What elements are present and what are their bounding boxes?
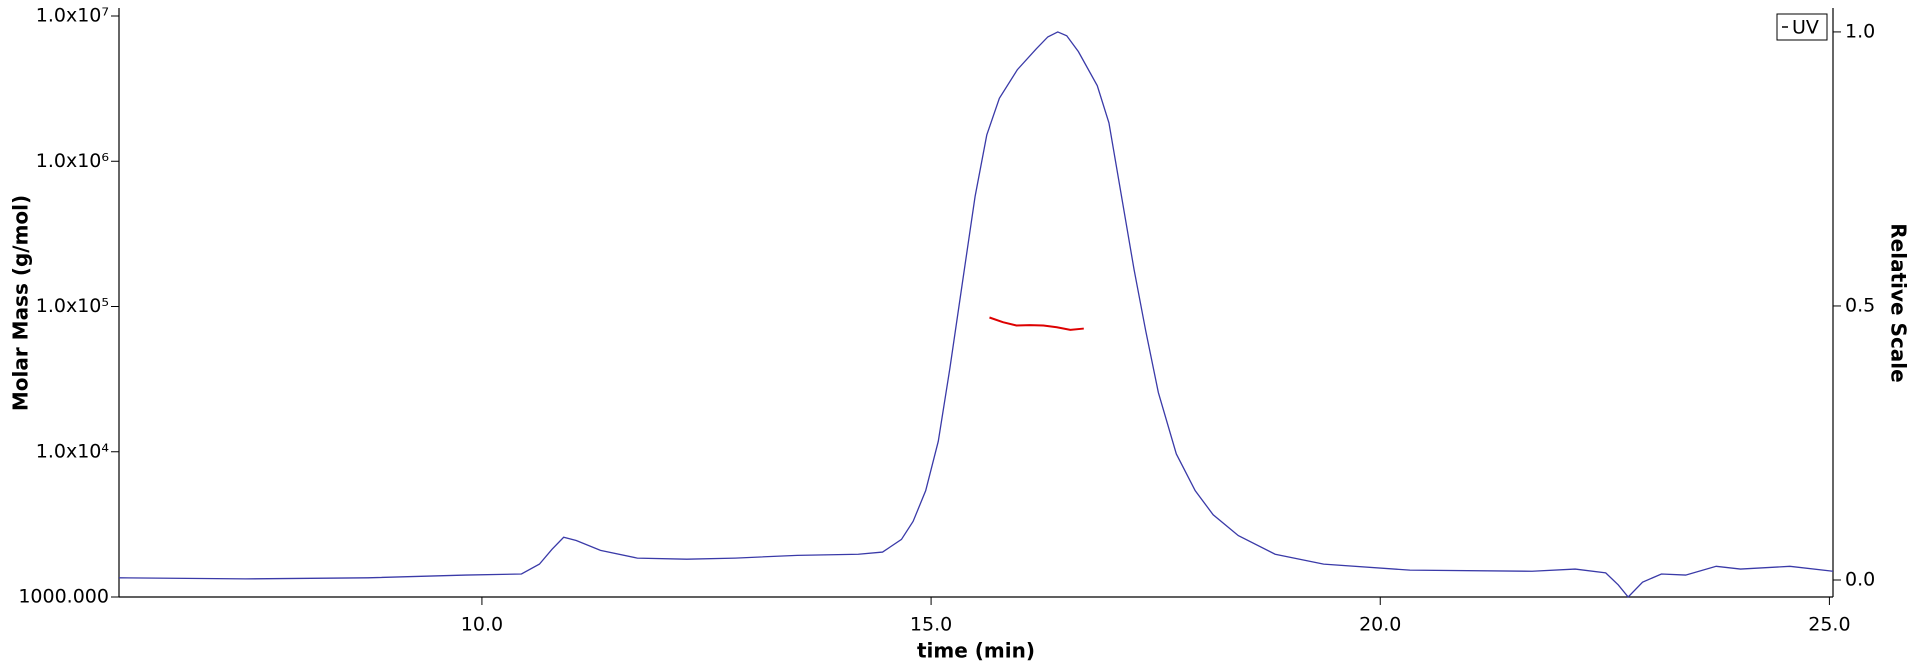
y2-tick-label: 1.0 [1845, 20, 1875, 42]
x-tick-label: 10.0 [461, 614, 503, 636]
y2-tick-label: 0.5 [1845, 294, 1875, 316]
y-tick-label: 1.0x10⁵ [36, 295, 109, 317]
x-tick-label: 15.0 [910, 614, 952, 636]
y2-tick-label: 0.0 [1845, 569, 1875, 591]
y2-axis-title: Relative Scale [1887, 223, 1911, 382]
x-tick-label: 20.0 [1359, 614, 1401, 636]
y-tick-label: 1.0x10⁴ [36, 440, 110, 462]
legend-label: UV [1792, 17, 1819, 39]
y-tick-label: 1.0x10⁷ [36, 5, 109, 27]
y-tick-label: 1.0x10⁶ [36, 150, 109, 172]
series-line [989, 316, 1084, 331]
x-axis-title: time (min) [917, 639, 1035, 663]
series-line [118, 31, 1834, 598]
x-tick-label: 25.0 [1808, 614, 1850, 636]
y-tick-label: 1000.000 [18, 586, 109, 608]
y-axis-title: Molar Mass (g/mol) [9, 195, 33, 411]
